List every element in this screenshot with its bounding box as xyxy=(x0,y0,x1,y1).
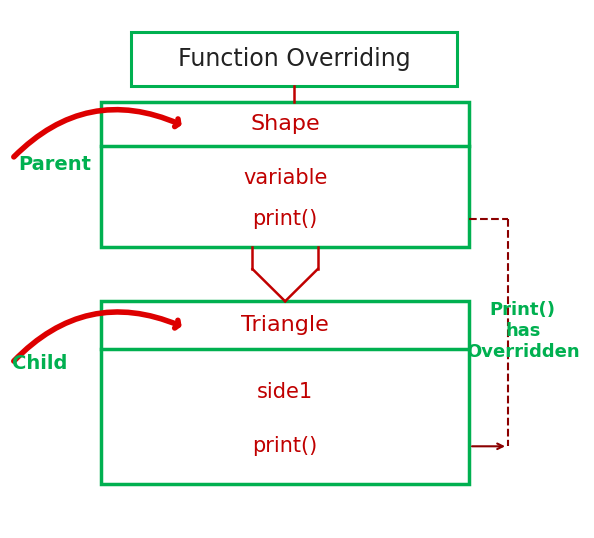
Text: Child: Child xyxy=(12,353,67,373)
Text: Triangle: Triangle xyxy=(241,315,329,335)
Text: Print()
has
Overridden: Print() has Overridden xyxy=(466,301,580,360)
Bar xyxy=(101,102,469,247)
Text: variable: variable xyxy=(243,168,327,188)
Text: side1: side1 xyxy=(257,382,313,402)
Text: Function Overriding: Function Overriding xyxy=(178,47,410,71)
Text: Shape: Shape xyxy=(250,114,320,134)
Bar xyxy=(131,32,457,86)
Text: print(): print() xyxy=(252,209,318,229)
Text: Parent: Parent xyxy=(18,154,91,174)
Text: print(): print() xyxy=(252,436,318,456)
Bar xyxy=(101,301,469,484)
